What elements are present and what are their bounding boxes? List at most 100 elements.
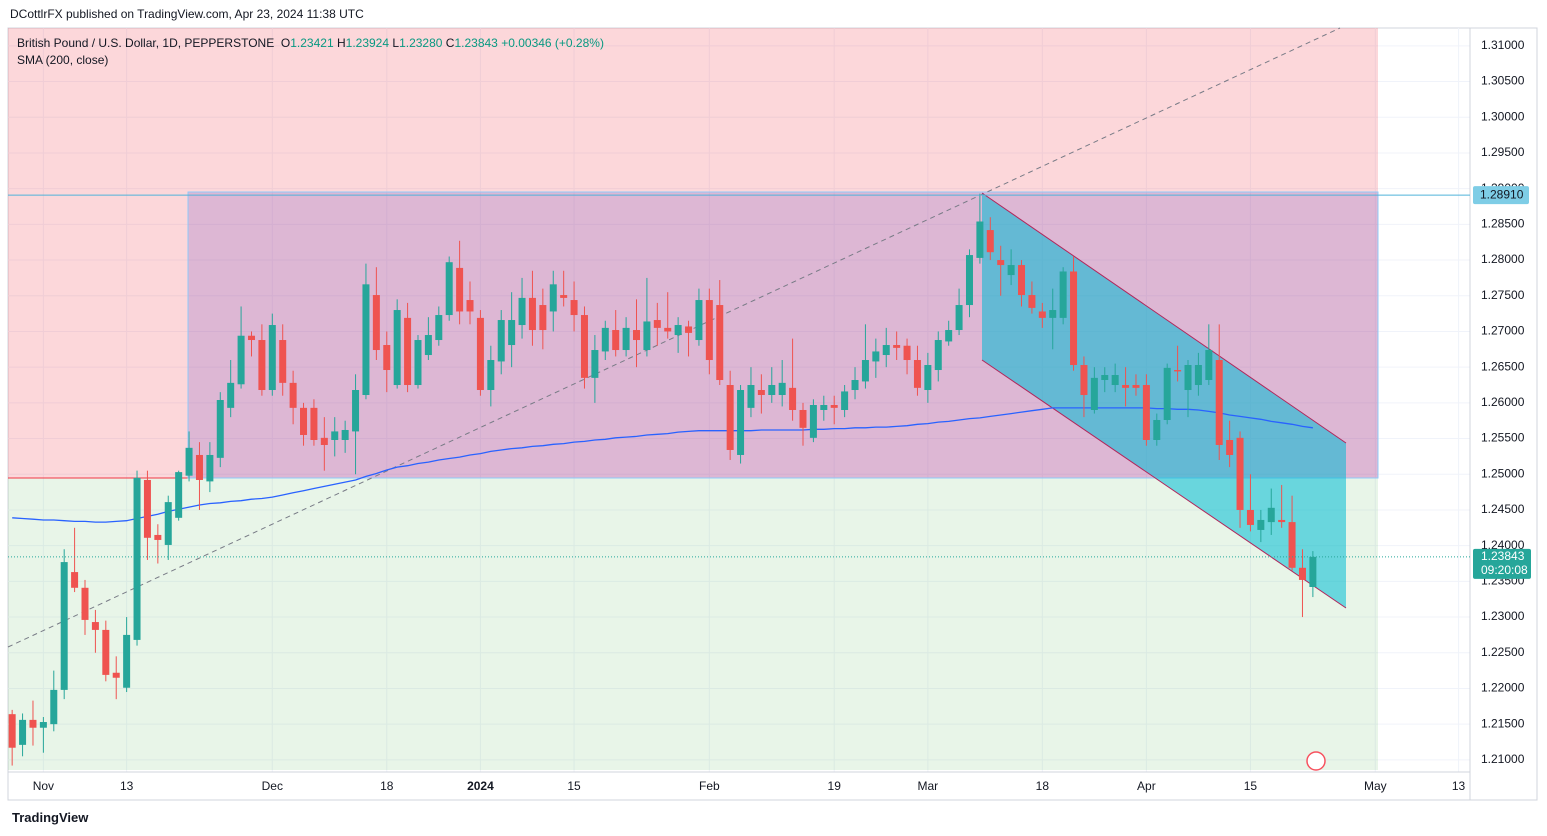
candle-body	[216, 400, 224, 458]
candle-body	[1142, 385, 1150, 440]
candle-body	[435, 315, 443, 341]
candle-body	[1184, 365, 1192, 391]
candle-body	[237, 335, 245, 385]
candle-body	[612, 330, 620, 351]
countdown: 09:20:08	[1481, 563, 1528, 577]
candle-body	[81, 587, 89, 620]
candle-body	[528, 297, 536, 331]
candle-body	[705, 300, 713, 361]
candle-body	[664, 327, 672, 332]
candle-body	[1080, 365, 1088, 396]
candle-body	[809, 404, 817, 438]
candle-body	[1049, 310, 1057, 318]
x-tick-label: Nov	[33, 779, 54, 793]
candle-body	[1090, 377, 1098, 410]
candle-body	[934, 340, 942, 371]
y-tick-label: 1.31000	[1481, 38, 1525, 52]
candle-body	[861, 360, 869, 382]
candle-body	[1236, 437, 1244, 510]
candle-body	[653, 320, 661, 328]
candle-body	[747, 385, 755, 408]
candle-body	[372, 295, 380, 351]
candle-body	[945, 330, 953, 342]
candle-body	[164, 502, 172, 545]
x-tick-label: Mar	[918, 779, 939, 793]
candle-body	[1257, 519, 1265, 530]
candle-body	[1226, 439, 1234, 455]
ohlc-key: C	[445, 36, 455, 50]
candle-body	[185, 447, 193, 476]
candle-body	[716, 305, 724, 381]
y-tick-label: 1.22500	[1481, 645, 1525, 659]
candle-body	[1163, 367, 1171, 420]
candle-body	[476, 317, 484, 391]
candle-body	[143, 479, 151, 538]
alert-icon[interactable]	[1306, 751, 1326, 771]
candle-body	[60, 562, 68, 690]
legend: British Pound / U.S. Dollar, 1D, PEPPERS…	[17, 35, 604, 69]
candle-body	[247, 335, 255, 341]
candle-body	[227, 382, 235, 408]
candle-body	[91, 622, 99, 630]
candle-body	[560, 295, 568, 298]
y-tick-label: 1.30000	[1481, 109, 1525, 123]
buy-zone	[8, 478, 1378, 770]
y-tick-label: 1.28000	[1481, 252, 1525, 266]
candle-body	[341, 429, 349, 440]
candle-body	[913, 360, 921, 388]
y-tick-label: 1.22000	[1481, 681, 1525, 695]
candle-body	[466, 300, 474, 312]
candle-body	[549, 284, 557, 312]
candle-body	[1059, 271, 1067, 318]
candle-body	[175, 472, 183, 518]
symbol: British Pound / U.S. Dollar, 1D, PEPPERS…	[17, 36, 275, 50]
candle-body	[955, 305, 963, 331]
candle-body	[1246, 509, 1254, 525]
candle-body	[112, 672, 120, 678]
publisher: DCottlrFX published on TradingView.com, …	[10, 7, 364, 21]
x-tick-label: 18	[380, 779, 394, 793]
candle-body	[1267, 507, 1275, 523]
candle-body	[872, 351, 880, 362]
ohlc-key: H	[336, 36, 346, 50]
candle-body	[39, 722, 47, 728]
candle-body	[383, 345, 391, 371]
y-tick-label: 1.21000	[1481, 752, 1525, 766]
candle-body	[414, 340, 422, 386]
x-tick-label: May	[1364, 779, 1387, 793]
candle-body	[404, 317, 412, 386]
candle-body	[986, 230, 994, 253]
ohlc-value: 1.23843	[454, 36, 498, 50]
x-tick-label: 2024	[467, 779, 494, 793]
candle-body	[1278, 519, 1286, 523]
candle-body	[591, 350, 599, 378]
y-tick-label: 1.27000	[1481, 324, 1525, 338]
candle-body	[1132, 385, 1140, 388]
candle-body	[50, 689, 58, 725]
candle-body	[1018, 265, 1026, 296]
candle-body	[1038, 311, 1046, 318]
candle-body	[487, 360, 495, 391]
ohlc-value: 1.23280	[399, 36, 443, 50]
candle-body	[518, 297, 526, 326]
candle-body	[1288, 522, 1296, 568]
candle-body	[1153, 419, 1161, 440]
y-tick-label: 1.24000	[1481, 538, 1525, 552]
candle-body	[539, 305, 547, 331]
x-tick-label: 15	[567, 779, 581, 793]
candle-body	[643, 321, 651, 351]
candle-body	[362, 284, 370, 396]
candle-body	[456, 267, 464, 312]
candle-body	[1070, 271, 1078, 366]
symbol-line: British Pound / U.S. Dollar, 1D, PEPPERS…	[17, 35, 604, 52]
candle-body	[258, 340, 266, 391]
candle-body	[8, 714, 16, 748]
price-tag	[1473, 548, 1531, 579]
candle-body	[726, 385, 734, 450]
candle-body	[71, 572, 79, 588]
candle-body	[445, 262, 453, 316]
trend-line	[7, 27, 1341, 648]
candle-body	[768, 385, 776, 396]
